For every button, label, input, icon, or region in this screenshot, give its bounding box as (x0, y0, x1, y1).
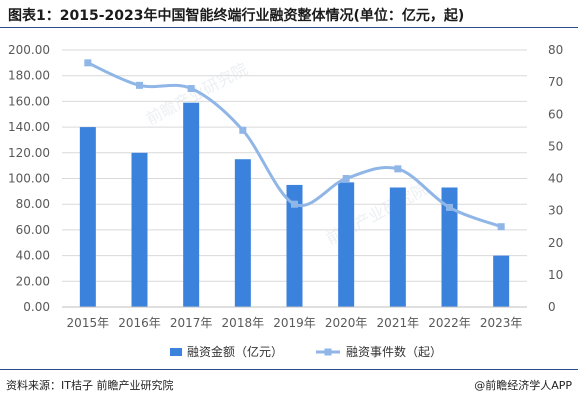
footer-rule (0, 369, 578, 370)
x-tick-label: 2015年 (67, 316, 110, 330)
x-tick-label: 2019年 (273, 316, 316, 330)
legend-swatch-bar (170, 348, 182, 356)
y-right-tick-label: 10 (548, 268, 563, 282)
line-point (239, 126, 247, 134)
line-point (446, 203, 453, 211)
x-tick-label: 2022年 (428, 316, 471, 330)
x-tick-label: 2021年 (377, 316, 420, 330)
bar (183, 102, 200, 307)
y-left-tick-label: 80.00 (16, 197, 50, 211)
y-right-tick-label: 70 (548, 75, 563, 89)
y-right-tick-label: 60 (548, 107, 563, 121)
y-left-tick-label: 160.00 (8, 94, 50, 108)
y-left-tick-label: 20.00 (16, 274, 50, 288)
bar (441, 187, 458, 307)
y-axis-left: 0.00 20.00 40.00 60.00 80.00 100.00 120.00 140.… (8, 43, 50, 314)
y-right-tick-label: 80 (548, 43, 563, 57)
bar (79, 127, 96, 307)
legend-label: 融资金额（亿元） (187, 344, 283, 359)
y-right-tick-label: 40 (548, 172, 563, 186)
y-left-tick-label: 120.00 (8, 146, 50, 160)
x-tick-label: 2016年 (118, 316, 161, 330)
y-left-tick-label: 60.00 (16, 223, 50, 237)
title-rule-top (0, 27, 578, 28)
line-point (342, 175, 350, 182)
source-note: 资料来源：IT桔子 前瞻产业研究院 (6, 379, 174, 392)
bar (286, 184, 303, 307)
line-point (187, 85, 195, 93)
y-left-tick-label: 140.00 (8, 120, 50, 134)
y-right-tick-label: 30 (548, 204, 563, 218)
legend-swatch-marker (324, 348, 332, 356)
y-axis-right: 0 10 20 30 40 50 60 70 80 (548, 43, 563, 314)
y-left-tick-label: 0.00 (23, 300, 50, 314)
y-left-tick-label: 100.00 (8, 172, 50, 186)
y-left-tick-label: 200.00 (8, 43, 50, 57)
x-tick-label: 2018年 (222, 316, 265, 330)
legend-label: 融资事件数（起） (346, 344, 442, 359)
y-right-tick-label: 0 (548, 300, 556, 314)
chart-title: 图表1：2015-2023年中国智能终端行业融资整体情况(单位：亿元，起) (8, 8, 465, 24)
brand-credit: @前瞻经济学人APP (474, 379, 572, 392)
line-point (136, 81, 143, 89)
line-point (291, 200, 298, 208)
bar (131, 152, 148, 307)
y-right-tick-label: 50 (548, 139, 563, 153)
x-tick-label: 2023年 (480, 316, 523, 330)
bar (389, 187, 406, 307)
line-series (84, 59, 505, 231)
line-point (84, 59, 92, 67)
bar (234, 159, 251, 307)
y-left-tick-label: 40.00 (16, 249, 50, 263)
y-right-tick-label: 20 (548, 236, 563, 250)
y-left-tick-label: 180.00 (8, 69, 50, 83)
line-point (394, 165, 402, 173)
legend[interactable]: 融资金额（亿元） 融资事件数（起） (170, 344, 442, 359)
bar-series (79, 102, 510, 307)
line-point (497, 223, 505, 231)
x-axis: 2015年 2016年 2017年 2018年 2019年 2020年 2021年 2022年… (62, 306, 527, 330)
x-tick-label: 2017年 (170, 316, 213, 330)
bar (338, 182, 355, 307)
bar (493, 255, 510, 307)
x-tick-label: 2020年 (325, 316, 368, 330)
